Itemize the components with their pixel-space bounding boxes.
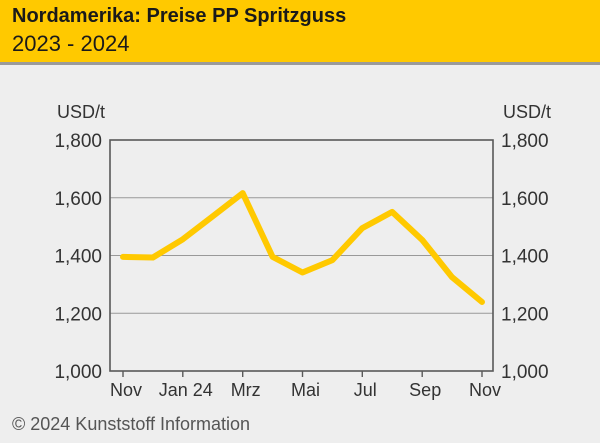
svg-text:Jul: Jul [354,380,377,400]
svg-text:1,000: 1,000 [501,362,549,383]
svg-text:USD/t: USD/t [503,102,551,122]
svg-text:Jan 24: Jan 24 [159,380,213,400]
svg-text:Mai: Mai [291,380,320,400]
svg-text:1,000: 1,000 [54,362,102,383]
svg-text:1,400: 1,400 [54,247,102,268]
svg-text:1,800: 1,800 [54,131,102,152]
svg-text:1,400: 1,400 [501,247,549,268]
svg-text:1,600: 1,600 [501,189,549,210]
svg-text:1,600: 1,600 [54,189,102,210]
svg-text:Nov: Nov [469,380,501,400]
svg-text:USD/t: USD/t [57,102,105,122]
svg-text:1,200: 1,200 [501,305,549,326]
svg-text:1,800: 1,800 [501,131,549,152]
svg-text:Mrz: Mrz [231,380,261,400]
svg-text:Nov: Nov [110,380,142,400]
svg-text:1,200: 1,200 [54,305,102,326]
svg-text:Sep: Sep [409,380,441,400]
